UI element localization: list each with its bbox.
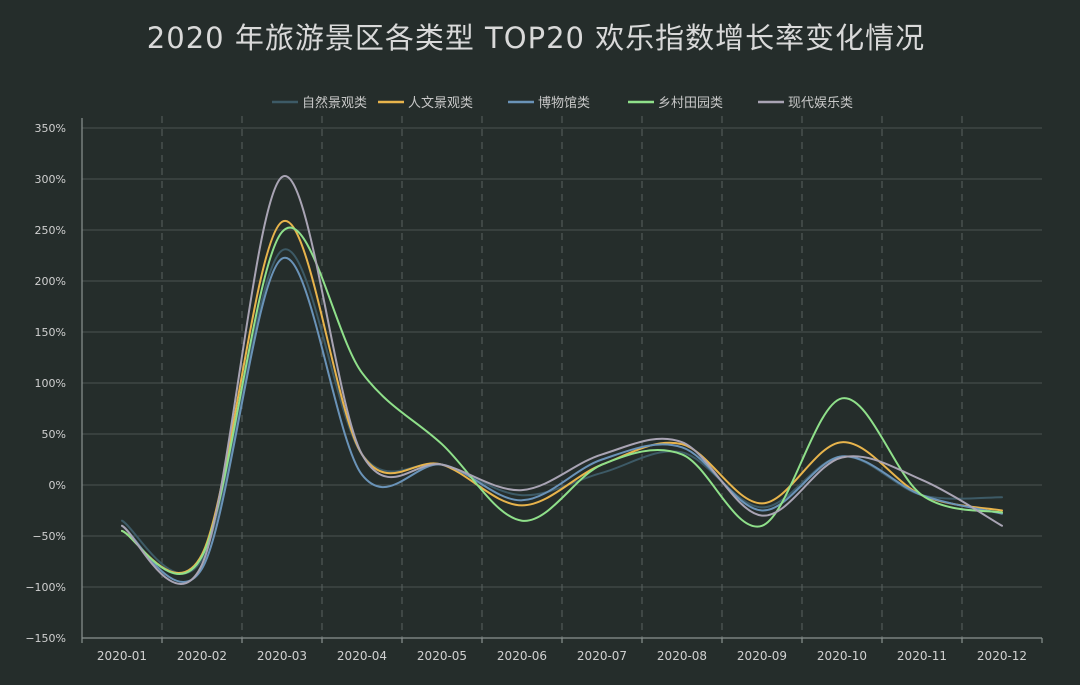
y-tick-label: 50% bbox=[42, 428, 66, 441]
y-tick-label: 300% bbox=[35, 173, 66, 186]
series-line-2 bbox=[121, 220, 1003, 574]
y-tick-label: 0% bbox=[49, 479, 66, 492]
legend-item-4[interactable]: 乡村田园类 bbox=[628, 96, 723, 111]
x-tick-label: 2020-05 bbox=[417, 649, 467, 663]
chart-title: 2020 年旅游景区各类型 TOP20 欢乐指数增长率变化情况 bbox=[147, 21, 925, 55]
legend-label: 现代娱乐类 bbox=[788, 96, 853, 111]
y-tick-label: −100% bbox=[25, 581, 66, 594]
x-axis-ticks: 2020-01 2020-02 2020-03 2020-04 2020-05 2020-… bbox=[97, 649, 1027, 663]
x-tick-label: 2020-02 bbox=[177, 649, 227, 663]
y-tick-label: 250% bbox=[35, 224, 66, 237]
axes bbox=[81, 118, 1043, 643]
y-tick-label: 100% bbox=[35, 377, 66, 390]
y-tick-label: 350% bbox=[35, 122, 66, 135]
legend-label: 人文景观类 bbox=[408, 96, 473, 111]
y-axis-ticks: −150% −100% −50% 0% 50% 100% 150% 200% 250% 300% 3… bbox=[25, 122, 66, 645]
legend-label: 自然景观类 bbox=[302, 95, 367, 111]
gridlines bbox=[82, 116, 1042, 639]
legend-item-1[interactable]: 自然景观类 bbox=[272, 95, 367, 111]
y-tick-label: −150% bbox=[25, 632, 66, 645]
legend-item-3[interactable]: 博物馆类 bbox=[508, 96, 590, 111]
x-tick-label: 2020-03 bbox=[257, 649, 307, 663]
x-tick-label: 2020-07 bbox=[577, 649, 627, 663]
x-tick-label: 2020-08 bbox=[657, 649, 707, 663]
series-lines bbox=[121, 175, 1003, 585]
legend-item-2[interactable]: 人文景观类 bbox=[378, 96, 473, 111]
x-tick-label: 2020-12 bbox=[977, 649, 1027, 663]
series-line-4 bbox=[121, 227, 1003, 575]
x-tick-label: 2020-11 bbox=[897, 649, 947, 663]
x-tick-label: 2020-06 bbox=[497, 649, 547, 663]
series-line-3 bbox=[121, 256, 1003, 583]
legend-label: 博物馆类 bbox=[538, 96, 590, 111]
legend-item-5[interactable]: 现代娱乐类 bbox=[758, 96, 853, 111]
x-tick-label: 2020-10 bbox=[817, 649, 867, 663]
legend-label: 乡村田园类 bbox=[658, 96, 723, 111]
y-tick-label: 150% bbox=[35, 326, 66, 339]
legend: 自然景观类 人文景观类 博物馆类 乡村田园类 现代娱乐类 bbox=[272, 95, 853, 111]
y-tick-label: −50% bbox=[32, 530, 66, 543]
y-tick-label: 200% bbox=[35, 275, 66, 288]
x-tick-label: 2020-09 bbox=[737, 649, 787, 663]
series-line-5 bbox=[121, 175, 1003, 585]
x-tick-label: 2020-04 bbox=[337, 649, 387, 663]
x-tick-label: 2020-01 bbox=[97, 649, 147, 663]
